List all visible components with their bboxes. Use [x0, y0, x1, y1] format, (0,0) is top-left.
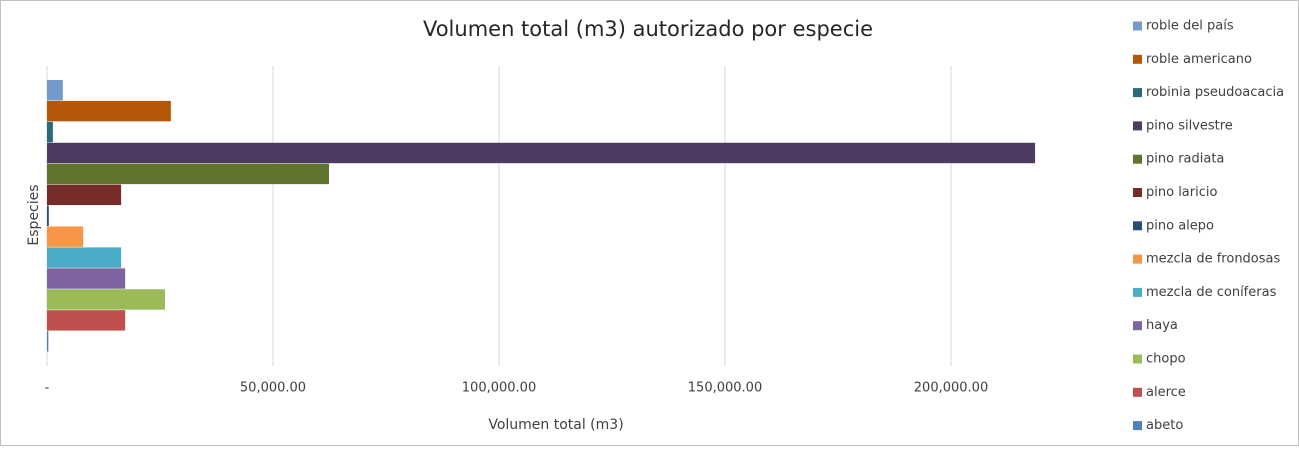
legend-label: alerce: [1146, 385, 1186, 400]
x-tick-label: 50,000.00: [240, 381, 306, 396]
legend-swatch: [1133, 421, 1142, 431]
legend-swatch: [1133, 287, 1142, 297]
bar: [47, 80, 63, 101]
bar: [47, 121, 53, 143]
bar: [47, 100, 171, 122]
legend-swatch: [1133, 254, 1142, 264]
legend-swatch: [1133, 154, 1142, 164]
legend-label: robinia pseudoacacia: [1146, 85, 1284, 100]
legend-swatch: [1133, 88, 1142, 98]
bar: [47, 184, 122, 206]
bar: [47, 310, 126, 331]
legend-label: pino silvestre: [1146, 118, 1233, 133]
legend-label: pino laricio: [1146, 185, 1217, 200]
legend-swatch: [1133, 354, 1142, 364]
legend-swatch: [1133, 387, 1142, 397]
legend-swatch: [1133, 54, 1142, 64]
bar: [47, 331, 49, 352]
legend-label: haya: [1146, 318, 1178, 333]
legend-swatch: [1133, 221, 1142, 231]
legend-label: pino radiata: [1146, 152, 1224, 167]
chart-title: Volumen total (m3) autorizado por especi…: [423, 17, 873, 41]
bar: [47, 247, 122, 268]
bar: [47, 163, 330, 185]
legend-label: mezcla de coníferas: [1146, 285, 1277, 300]
legend-swatch: [1133, 21, 1142, 31]
x-tick-label: -: [45, 381, 50, 396]
y-axis-label: Especies: [26, 184, 42, 245]
legend-label: chopo: [1146, 352, 1186, 367]
x-tick-label: 100,000.00: [462, 381, 536, 396]
x-axis-label: Volumen total (m3): [488, 417, 623, 433]
legend-swatch: [1133, 121, 1142, 131]
x-tick-label: 150,000.00: [688, 381, 762, 396]
legend-label: pino alepo: [1146, 218, 1214, 233]
bar: [47, 289, 165, 310]
bar: [47, 268, 126, 289]
bar: [47, 226, 84, 247]
legend-label: roble americano: [1146, 52, 1252, 67]
legend-label: roble del país: [1146, 19, 1234, 34]
legend-swatch: [1133, 188, 1142, 197]
bar: [47, 142, 1036, 164]
legend-label: mezcla de frondosas: [1146, 252, 1280, 267]
legend-swatch: [1133, 321, 1142, 331]
x-tick-label: 200,000.00: [914, 381, 988, 396]
legend-label: abeto: [1146, 418, 1183, 433]
bar: [47, 205, 49, 226]
